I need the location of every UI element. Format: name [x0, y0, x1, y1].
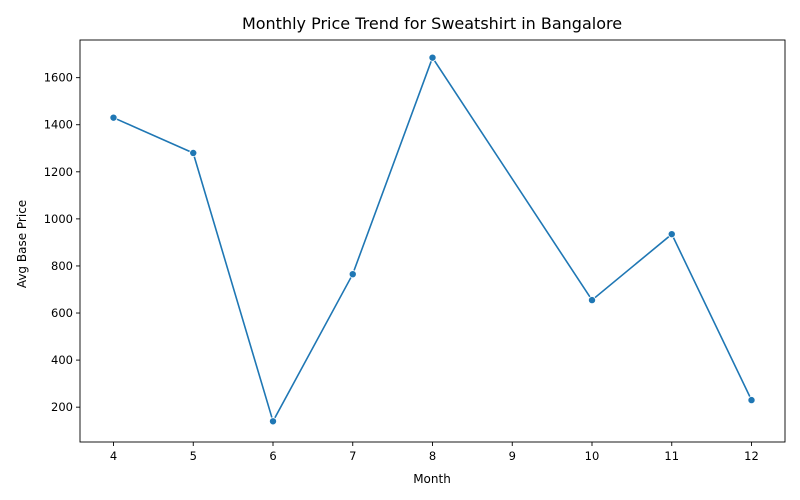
- data-point: [109, 113, 118, 122]
- y-tick-label: 800: [51, 259, 73, 273]
- y-tick-label: 200: [51, 400, 73, 414]
- y-axis-label: Avg Base Price: [15, 200, 29, 288]
- data-point: [747, 396, 756, 405]
- x-tick-label: 8: [429, 449, 436, 463]
- data-point: [268, 417, 277, 426]
- x-tick-label: 10: [585, 449, 600, 463]
- data-point: [428, 53, 437, 62]
- chart-title: Monthly Price Trend for Sweatshirt in Ba…: [242, 14, 622, 33]
- plot-frame: [79, 39, 786, 443]
- y-tick-label: 1400: [44, 118, 73, 132]
- y-tick-label: 600: [51, 306, 73, 320]
- x-tick-label: 4: [110, 449, 117, 463]
- y-tick-label: 1000: [44, 212, 73, 226]
- x-axis-label: Month: [413, 472, 451, 486]
- data-point: [348, 270, 357, 279]
- axes: 4 5 6 7 8 9 10 11 12 200 400 600 800 1000 1200 1400 1600: [44, 39, 786, 463]
- x-tick-label: 11: [664, 449, 679, 463]
- series-group: [109, 53, 756, 426]
- y-tick-label: 1600: [44, 71, 73, 85]
- series-line: [113, 55, 753, 424]
- y-tick-label: 1200: [44, 165, 73, 179]
- data-point: [189, 148, 198, 157]
- x-tick-label: 6: [269, 449, 276, 463]
- data-point: [667, 230, 676, 239]
- data-point: [588, 296, 597, 305]
- x-tick-label: 7: [349, 449, 356, 463]
- x-tick-label: 5: [190, 449, 197, 463]
- x-tick-label: 12: [744, 449, 759, 463]
- x-tick-label: 9: [509, 449, 516, 463]
- y-tick-label: 400: [51, 353, 73, 367]
